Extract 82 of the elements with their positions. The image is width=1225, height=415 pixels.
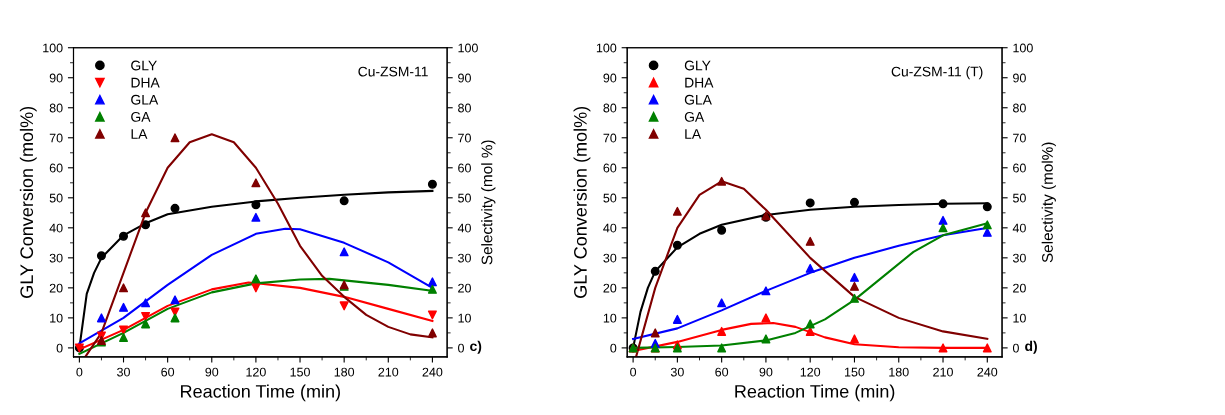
- y-tick-label: 10: [50, 313, 63, 323]
- y-tick-label: 100: [596, 43, 617, 53]
- y2-tick-label: 60: [458, 163, 471, 173]
- y2-tick-label: 10: [1013, 313, 1026, 323]
- y-tick-label: 40: [49, 223, 63, 233]
- y-tick-label: 30: [49, 253, 63, 263]
- y2-tick-label: 20: [458, 283, 471, 293]
- y2-tick-label: 40: [457, 223, 471, 233]
- y2-tick-label: 10: [458, 313, 471, 323]
- x-tick-label: 90: [205, 367, 219, 377]
- x-tick-label: 30: [670, 367, 684, 377]
- x-tick-label: 150: [845, 367, 865, 377]
- y2-tick-label: 50: [1012, 193, 1026, 203]
- y-tick-label: 50: [603, 193, 617, 203]
- y2-tick-label: 90: [1013, 73, 1026, 83]
- y2-tick-label: 100: [458, 43, 478, 53]
- y-tick-label: 20: [49, 283, 63, 293]
- x-tick-label: 90: [759, 367, 773, 377]
- legend-label: GLY: [684, 60, 711, 71]
- y-tick-label: 80: [603, 103, 617, 113]
- legend-label: DHA: [685, 77, 714, 88]
- x-tick-label: 30: [117, 367, 130, 377]
- x-axis-title: Reaction Time (min): [735, 384, 895, 402]
- legend-label: GLY: [131, 60, 157, 71]
- x-tick-label: 60: [715, 367, 729, 377]
- x-tick-label: 150: [290, 367, 310, 377]
- x-tick-label: 60: [161, 367, 175, 377]
- y2-tick-label: 100: [1013, 43, 1033, 53]
- x-tick-label: 240: [977, 367, 998, 377]
- legend-label: GA: [684, 111, 705, 122]
- y2-tick-label: 0: [458, 343, 464, 353]
- y2-tick-label: 70: [1013, 133, 1026, 143]
- legend-label: GLA: [131, 94, 159, 105]
- y-axis-title: GLY Conversion (mol%): [19, 106, 37, 298]
- y2-axis-title: Selectivity (mol %): [481, 140, 496, 265]
- y2-tick-label: 30: [1012, 253, 1026, 263]
- y-tick-label: 0: [610, 343, 617, 353]
- y-tick-label: 10: [603, 313, 617, 323]
- y-tick-label: 70: [49, 133, 63, 143]
- x-tick-label: 0: [76, 367, 83, 377]
- y2-tick-label: 80: [1013, 103, 1026, 113]
- y2-tick-label: 30: [458, 253, 471, 263]
- y-tick-label: 0: [56, 343, 63, 353]
- y2-tick-label: 70: [458, 133, 471, 143]
- y-tick-label: 30: [603, 253, 617, 263]
- x-tick-label: 0: [630, 367, 637, 377]
- legend-label: GA: [131, 111, 151, 122]
- y2-tick-label: 20: [1013, 283, 1026, 293]
- x-axis-title: Reaction Time (min): [181, 384, 340, 402]
- y-tick-label: 90: [603, 73, 617, 83]
- y2-tick-label: 0: [1012, 343, 1019, 353]
- x-tick-label: 120: [246, 367, 266, 377]
- x-tick-label: 180: [334, 367, 355, 377]
- y-tick-label: 20: [603, 283, 617, 293]
- annotation: Cu-ZSM-11: [358, 66, 428, 77]
- y-tick-label: 40: [603, 223, 617, 233]
- x-tick-label: 120: [800, 367, 821, 377]
- y-tick-label: 90: [49, 73, 63, 83]
- legend-label: LA: [685, 129, 702, 139]
- x-tick-label: 210: [378, 367, 399, 377]
- annotation: Cu-ZSM-11 (T): [891, 66, 983, 80]
- y2-axis-title: Selectivity (mol%): [1041, 142, 1056, 263]
- y-tick-label: 100: [43, 43, 63, 53]
- y2-tick-label: 90: [458, 73, 471, 83]
- y-axis-title: GLY Conversion (mol%): [573, 106, 591, 298]
- y2-tick-label: 50: [458, 193, 471, 203]
- x-tick-label: 240: [422, 367, 443, 377]
- legend-label: GLA: [684, 94, 712, 105]
- y-tick-label: 70: [603, 133, 617, 143]
- legend-label: DHA: [131, 77, 160, 88]
- x-tick-label: 180: [889, 367, 909, 377]
- y2-tick-label: 40: [1012, 223, 1026, 233]
- x-tick-label: 210: [933, 367, 953, 377]
- y-tick-label: 80: [49, 103, 63, 113]
- y-tick-label: 60: [603, 163, 617, 173]
- y-tick-label: 60: [49, 163, 63, 173]
- y2-tick-label: 60: [1013, 163, 1026, 173]
- legend-label: LA: [131, 129, 148, 139]
- y-tick-label: 50: [49, 193, 63, 203]
- text: c): [470, 340, 482, 354]
- y2-tick-label: 80: [458, 103, 471, 113]
- text: d): [1025, 340, 1037, 354]
